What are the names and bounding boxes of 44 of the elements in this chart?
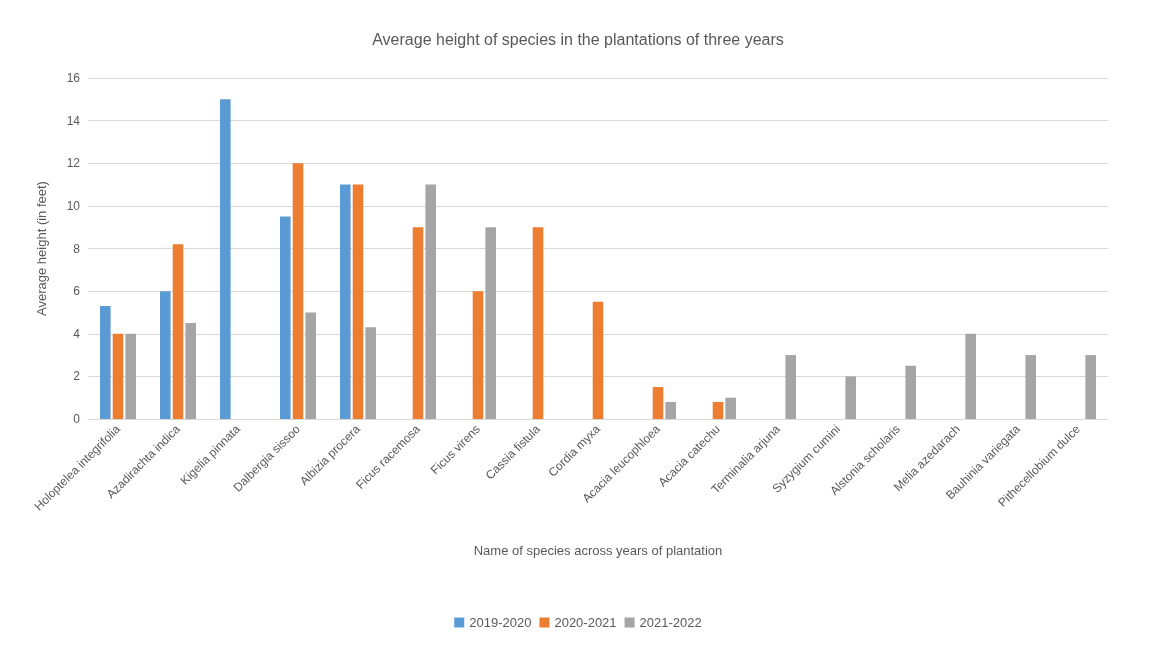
legend-label: 2021-2022: [639, 615, 702, 630]
bar: [905, 365, 916, 419]
bar: [845, 376, 856, 419]
bar: [485, 227, 496, 419]
bar: [352, 184, 364, 419]
bar: [532, 227, 544, 419]
bar: [340, 184, 351, 419]
bar: [725, 397, 736, 419]
y-axis-title: Average height (in feet): [34, 181, 49, 316]
x-axis-title: Name of species across years of plantation: [473, 543, 723, 558]
bar: [125, 333, 136, 419]
y-tick-label: 2: [73, 369, 81, 384]
y-tick-label: 6: [73, 284, 81, 299]
bar: [292, 163, 304, 419]
bar: [665, 401, 676, 419]
y-tick-label: 16: [66, 71, 81, 85]
bar: [160, 291, 171, 419]
bar: [472, 291, 484, 419]
bar: [305, 312, 316, 419]
bar: [280, 216, 291, 419]
bar: [1085, 355, 1096, 419]
bar: [425, 184, 436, 419]
bar: [365, 327, 376, 419]
bar: [112, 333, 124, 419]
bar: [100, 306, 111, 419]
bar: [652, 387, 664, 419]
bar: [712, 401, 724, 419]
bar: [172, 244, 184, 419]
y-tick-label: 12: [66, 156, 81, 171]
legend-label: 2020-2021: [554, 615, 617, 630]
bar: [965, 333, 976, 419]
y-tick-label: 0: [73, 412, 81, 426]
bar: [785, 355, 796, 419]
bar: [412, 227, 424, 419]
y-tick-label: 14: [66, 113, 81, 128]
bar: [185, 323, 196, 419]
y-tick-label: 10: [66, 198, 81, 213]
chart-title: Average height of species in the plantations of three years: [372, 30, 784, 48]
bar: [1025, 355, 1036, 419]
bar: [220, 99, 231, 419]
y-tick-label: 4: [73, 326, 81, 341]
legend-label: 2019-2020: [469, 615, 532, 630]
y-tick-label: 8: [73, 241, 81, 256]
bar: [592, 301, 604, 419]
